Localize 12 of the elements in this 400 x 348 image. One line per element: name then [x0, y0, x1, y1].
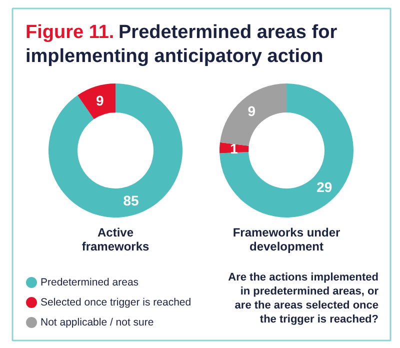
text: Active frameworks [82, 226, 150, 254]
data-label: 1 [230, 140, 238, 156]
chart-title: Figure 11. Predetermined areas for implementing anticipatory action [26, 22, 338, 67]
legend-label: Selected once trigger is reached [40, 296, 192, 308]
legend-label: Not applicable / not sure [40, 316, 154, 328]
data-label: 29 [316, 178, 332, 195]
data-label: 9 [248, 103, 256, 120]
legend-label: Predetermined areas [40, 276, 139, 288]
data-label: 9 [96, 92, 104, 108]
data-label: 85 [123, 192, 140, 209]
text: Are the actions implemented in predetermined areas, or are the areas selected once the trigger is reached? [228, 272, 380, 326]
text: Frameworks under development [232, 226, 341, 254]
